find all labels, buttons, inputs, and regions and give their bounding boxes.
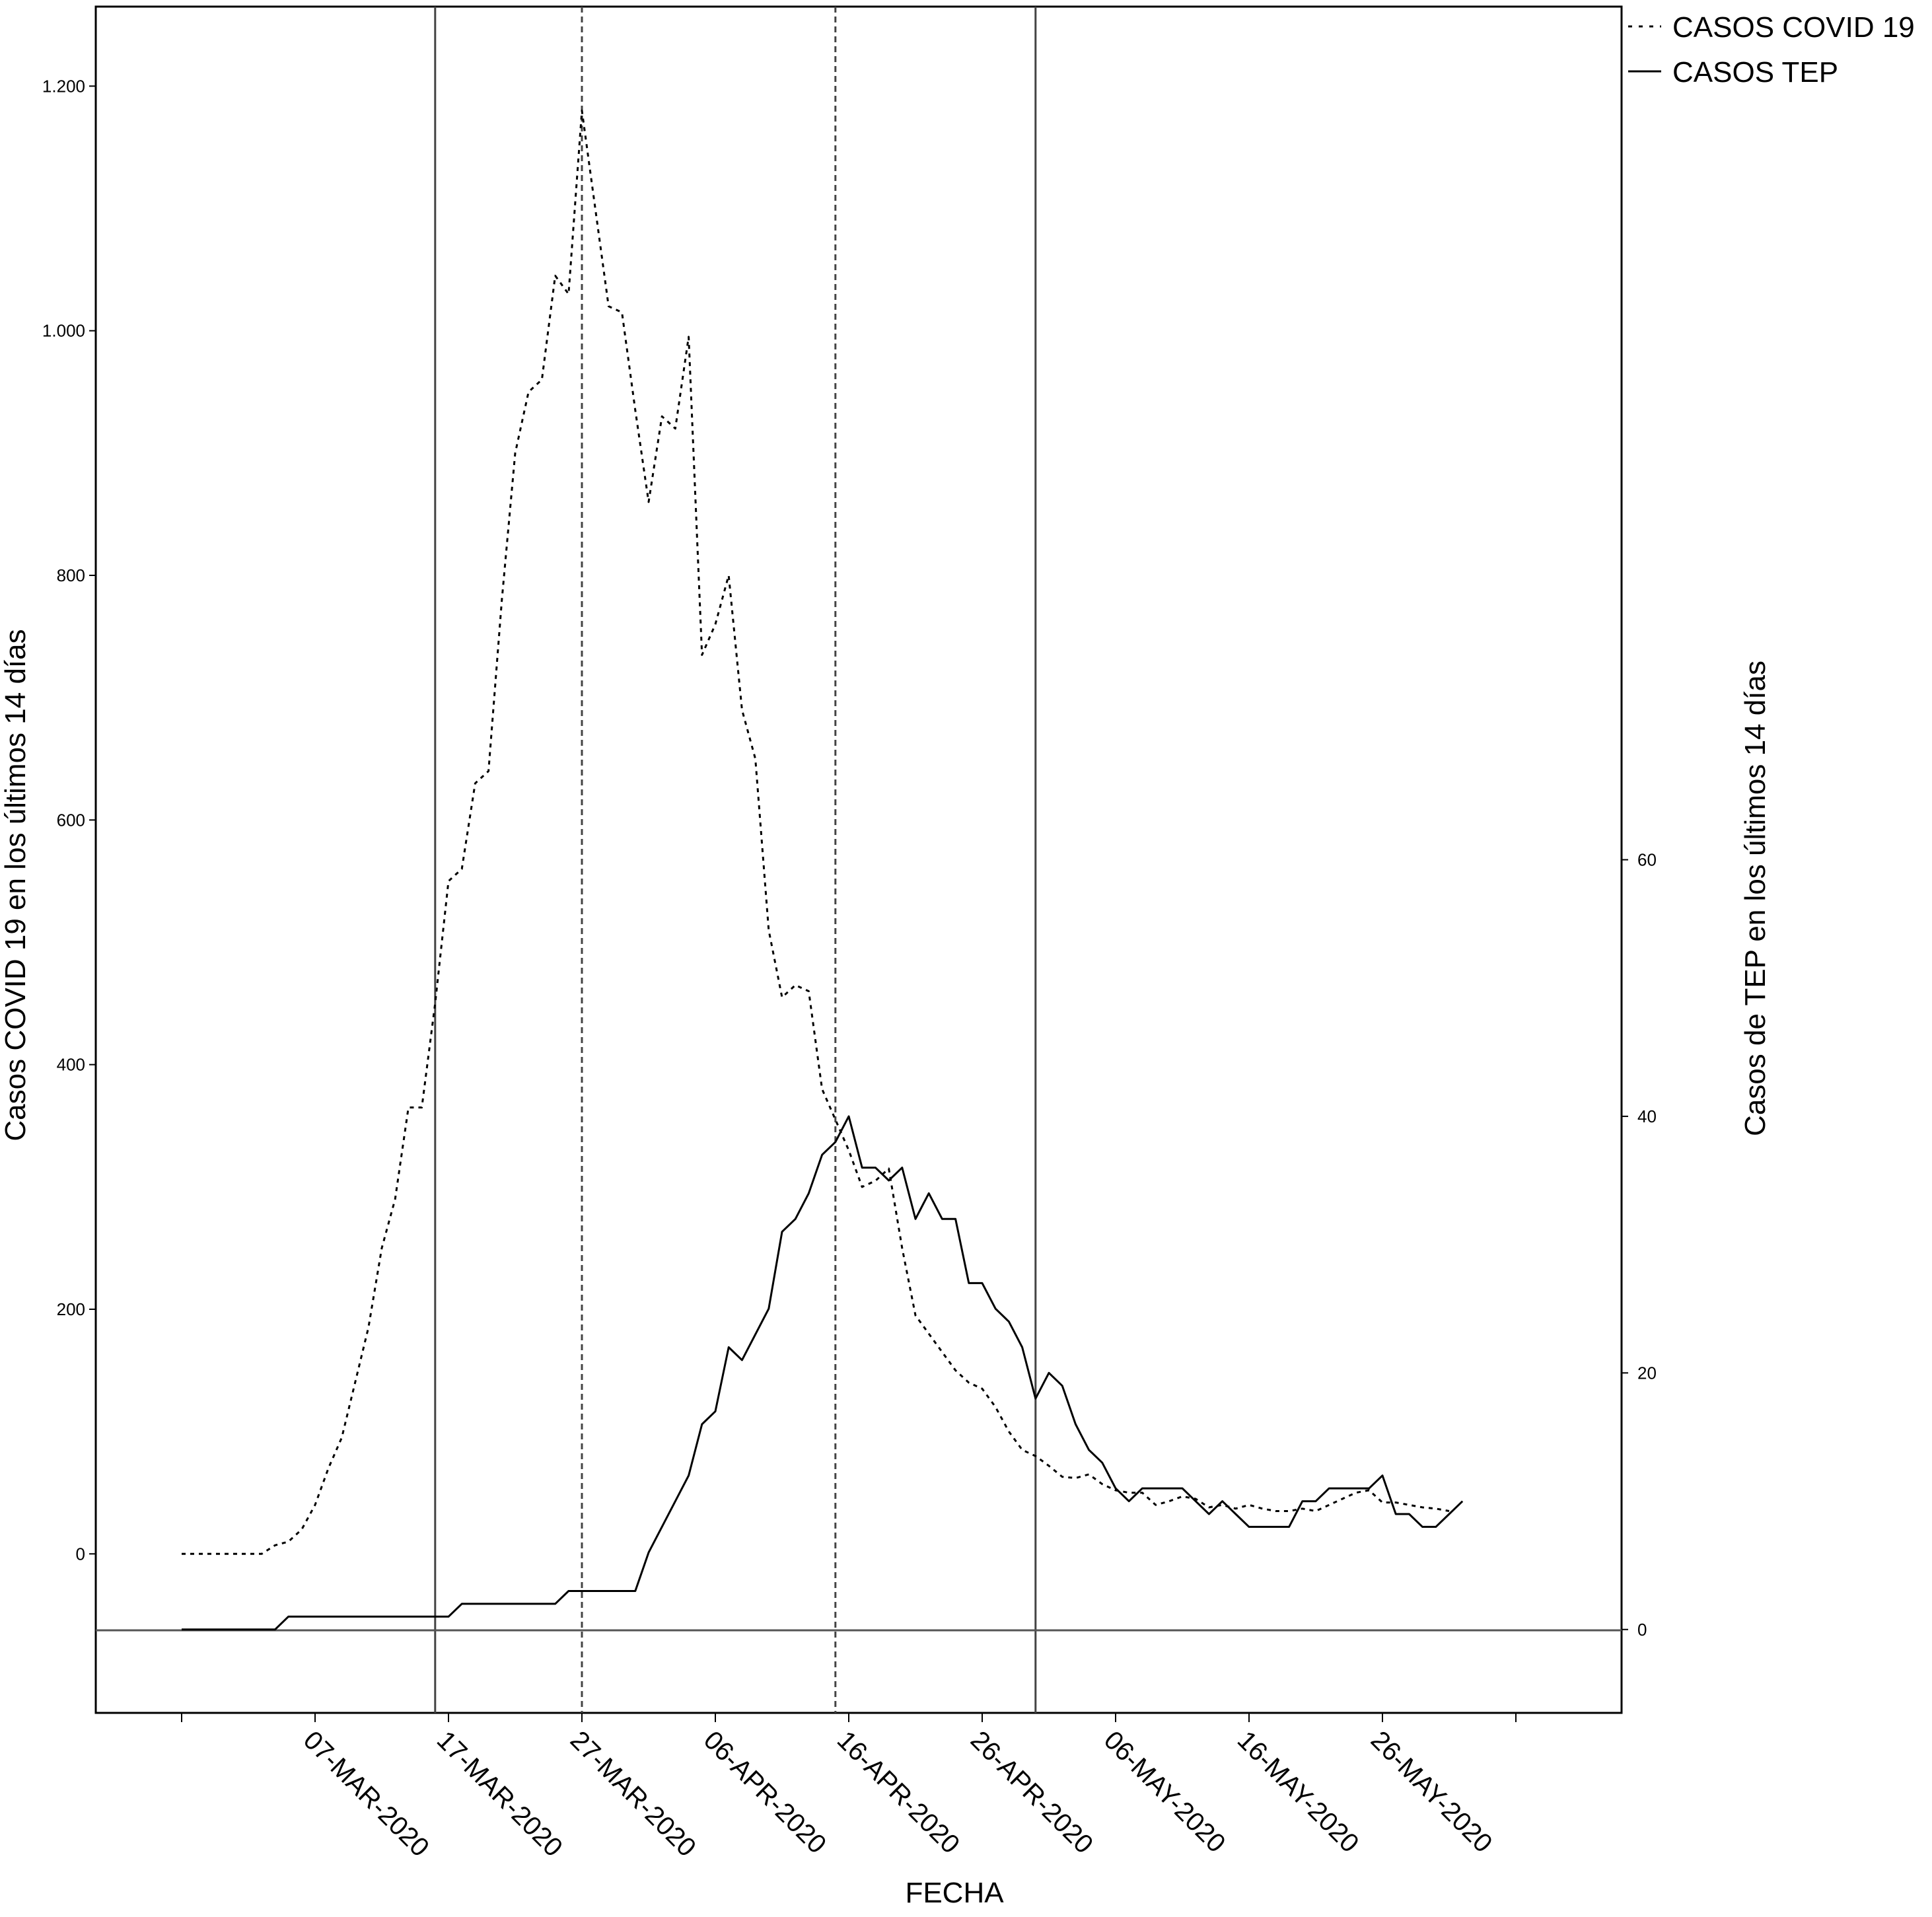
x-tick-label: 16-APR-2020: [832, 1725, 965, 1859]
right-tick-label: 40: [1637, 1106, 1657, 1126]
x-tick-label: 06-MAY-2020: [1098, 1725, 1231, 1858]
x-tick-label: 26-MAY-2020: [1365, 1725, 1498, 1858]
right-tick-label: 0: [1637, 1620, 1647, 1640]
x-tick-label: 06-APR-2020: [698, 1725, 832, 1859]
left-tick-label: 400: [57, 1055, 85, 1075]
left-tick-label: 600: [57, 810, 85, 830]
right-axis-title: Casos de TEP en los últimos 14 días: [1739, 661, 1771, 1136]
x-tick-label: 16-MAY-2020: [1232, 1725, 1365, 1858]
x-tick-label: 27-MAR-2020: [565, 1725, 701, 1862]
left-tick-label: 1.000: [42, 321, 85, 341]
x-tick-label: 07-MAR-2020: [298, 1725, 435, 1862]
x-axis: 07-MAR-202017-MAR-202027-MAR-202006-APR-…: [181, 1713, 1517, 1862]
x-tick-label: 17-MAR-2020: [431, 1725, 568, 1862]
legend-label: CASOS COVID 19: [1672, 11, 1915, 44]
series-line-1: [182, 109, 1450, 1555]
left-axis: 0 200 400 600 800 1.000 1.200: [42, 76, 96, 1564]
left-tick-label: 1.200: [42, 76, 85, 96]
legend: CASOS COVID 19 CASOS TEP: [1628, 11, 1915, 89]
series-line-2: [182, 1115, 1464, 1631]
x-tick-label: 26-APR-2020: [965, 1725, 1098, 1859]
left-tick-label: 800: [57, 565, 85, 585]
plot-frame: [94, 5, 1623, 1714]
series-group: [182, 109, 1464, 1631]
reference-lines: [434, 7, 1037, 1713]
left-tick-label: 200: [57, 1299, 85, 1319]
x-axis-title: FECHA: [905, 1877, 1004, 1909]
right-axis: 0 20 40 60: [1622, 850, 1657, 1640]
left-axis-title: Casos COVID 19 en los últimos 14 días: [0, 629, 32, 1141]
right-tick-label: 20: [1637, 1363, 1657, 1383]
right-tick-label: 60: [1637, 850, 1657, 870]
legend-label: CASOS TEP: [1672, 56, 1838, 89]
left-tick-label: 0: [76, 1544, 85, 1564]
